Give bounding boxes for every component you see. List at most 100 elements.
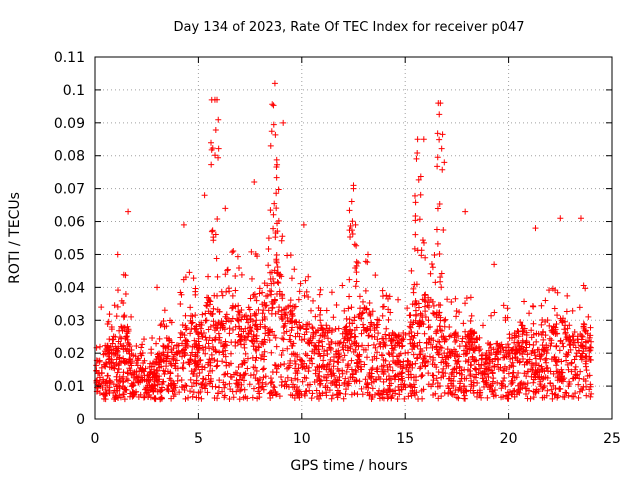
data-point: [419, 372, 426, 379]
data-point: [374, 316, 381, 323]
data-point: [578, 356, 585, 363]
data-point: [436, 323, 443, 330]
data-point: [476, 391, 483, 398]
data-point: [461, 392, 468, 399]
data-point: [352, 221, 359, 228]
data-point: [221, 342, 228, 349]
data-point: [276, 393, 283, 400]
data-point: [212, 231, 219, 238]
data-point: [479, 375, 486, 382]
data-point: [337, 339, 344, 346]
data-point: [261, 299, 268, 306]
data-point: [446, 385, 453, 392]
data-point: [436, 200, 443, 207]
data-point: [279, 233, 286, 240]
data-point: [515, 328, 522, 335]
data-point: [303, 363, 310, 370]
data-point: [265, 235, 272, 242]
data-point: [240, 328, 247, 335]
data-point: [352, 283, 359, 290]
data-point: [126, 343, 133, 350]
data-point: [105, 350, 112, 357]
data-point: [436, 111, 443, 118]
data-point: [523, 373, 530, 380]
data-point: [547, 368, 554, 375]
data-point: [192, 340, 199, 347]
data-point: [202, 350, 209, 357]
data-point: [244, 333, 251, 340]
data-point: [346, 380, 353, 387]
data-point: [409, 340, 416, 347]
data-point: [319, 343, 326, 350]
data-point: [167, 370, 174, 377]
data-point: [114, 394, 121, 401]
data-point: [406, 382, 413, 389]
data-point: [229, 304, 236, 311]
data-point: [452, 357, 459, 364]
data-point: [302, 277, 309, 284]
data-point: [189, 349, 196, 356]
data-point: [187, 356, 194, 363]
data-point: [575, 381, 582, 388]
data-point: [547, 342, 554, 349]
data-point: [367, 312, 374, 319]
data-point: [276, 304, 283, 311]
data-point: [233, 388, 240, 395]
data-point: [439, 354, 446, 361]
data-point: [215, 390, 222, 397]
data-point: [216, 349, 223, 356]
data-point: [526, 341, 533, 348]
data-point: [425, 304, 432, 311]
data-point: [310, 297, 317, 304]
data-point: [551, 354, 558, 361]
data-point: [187, 376, 194, 383]
data-point: [188, 320, 195, 327]
data-point: [507, 355, 514, 362]
data-point: [187, 352, 194, 359]
data-point: [485, 347, 492, 354]
data-point: [222, 205, 229, 212]
data-point: [445, 362, 452, 369]
data-point: [301, 391, 308, 398]
data-point: [339, 370, 346, 377]
data-point: [221, 384, 228, 391]
data-point: [198, 395, 205, 402]
data-point: [177, 300, 184, 307]
data-point: [308, 395, 315, 402]
data-point: [330, 314, 337, 321]
data-point: [552, 287, 559, 294]
data-point: [213, 363, 220, 370]
data-point: [381, 368, 388, 375]
data-point: [375, 330, 382, 337]
data-point: [444, 346, 451, 353]
data-points: [93, 80, 595, 403]
data-point: [150, 381, 157, 388]
data-point: [542, 357, 549, 364]
data-point: [366, 310, 373, 317]
data-point: [442, 370, 449, 377]
data-point: [219, 292, 226, 299]
data-point: [417, 351, 424, 358]
data-point: [120, 324, 127, 331]
data-point: [346, 227, 353, 234]
data-point: [468, 312, 475, 319]
data-point: [372, 272, 379, 279]
data-point: [303, 325, 310, 332]
data-point: [318, 322, 325, 329]
data-point: [195, 331, 202, 338]
data-point: [259, 289, 266, 296]
data-point: [259, 379, 266, 386]
data-point: [550, 324, 557, 331]
data-point: [104, 372, 111, 379]
data-point: [128, 371, 135, 378]
data-point: [524, 380, 531, 387]
data-point: [202, 334, 209, 341]
data-point: [262, 381, 269, 388]
data-point: [369, 333, 376, 340]
data-point: [505, 370, 512, 377]
data-point: [182, 312, 189, 319]
data-point: [306, 320, 313, 327]
data-point: [559, 319, 566, 326]
data-point: [123, 333, 130, 340]
data-point: [202, 310, 209, 317]
